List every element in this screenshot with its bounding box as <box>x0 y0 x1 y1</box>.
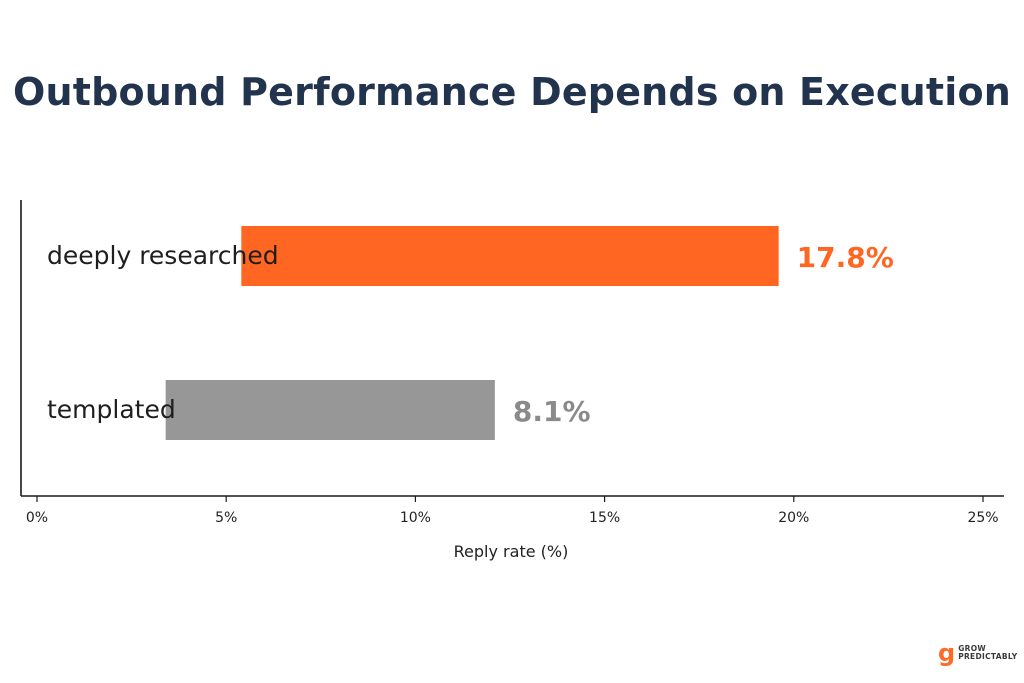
logo-line-grow: GROW <box>958 644 986 653</box>
axes-layer: 0% 5% 10% 15% 20% 25% <box>20 200 1004 526</box>
x-tick-label: 10% <box>400 510 431 526</box>
x-tick-label: 15% <box>589 510 620 526</box>
category-label-deeply-researched: deeply researched <box>47 241 279 270</box>
value-label-templated: 8.1% <box>513 395 591 428</box>
value-label-deeply-researched: 17.8% <box>797 241 894 274</box>
bar-templated <box>165 380 495 440</box>
bars-layer: deeply researched 17.8% templated 8.1% <box>47 226 894 440</box>
x-axis-title: Reply rate (%) <box>454 542 569 561</box>
x-tick-label: 25% <box>967 510 998 526</box>
x-tick-label: 20% <box>778 510 809 526</box>
bar-deeply-researched <box>241 226 779 286</box>
x-tick-label: 5% <box>215 510 237 526</box>
chart-title: Outbound Performance Depends on Executio… <box>12 70 1012 114</box>
logo-line-predictably: PREDICTABLY <box>958 652 1018 661</box>
logo-g-icon: g <box>938 639 956 667</box>
grow-predictably-logo: g GROW PREDICTABLY <box>938 640 1018 666</box>
x-tick-label: 0% <box>26 510 48 526</box>
logo-wordmark: GROW PREDICTABLY <box>958 645 1017 661</box>
category-label-templated: templated <box>47 395 176 424</box>
